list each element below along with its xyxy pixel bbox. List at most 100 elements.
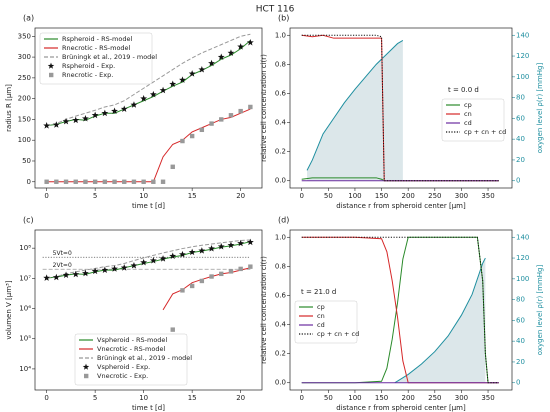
star-point: [188, 70, 196, 77]
line: [46, 40, 251, 127]
square-point: [209, 121, 214, 126]
x-tick-label: 5: [93, 394, 97, 402]
y-tick-label: 150: [18, 115, 31, 123]
axes-frame: [34, 27, 263, 189]
y2-tick-label: 0: [516, 177, 520, 185]
y-tick-label: 0.0: [275, 177, 286, 185]
square-point: [44, 179, 49, 184]
panel: (b)0 50 100 150 200 250 300 3500.00.20.40.60.81…: [260, 14, 544, 211]
square-point: [83, 179, 88, 184]
legend-label: Rspheroid - Exp.: [62, 62, 115, 70]
square-point: [180, 138, 185, 144]
x-tick-label: 15: [188, 394, 197, 402]
square-point: [248, 104, 253, 110]
star-point: [179, 76, 186, 83]
star-point: [52, 273, 60, 281]
legend-label: cp + cn + cd: [317, 330, 359, 338]
legend-label: cn: [464, 110, 472, 118]
y2-tick-label: 80: [516, 296, 525, 304]
line: [46, 33, 251, 127]
star-point: [43, 122, 51, 129]
axes-frame: [289, 229, 513, 391]
x-tick-label: 0: [44, 192, 48, 200]
y-tick-label: 10⁷: [19, 274, 31, 282]
y-tick-label: 10⁴: [19, 365, 31, 373]
x-tick-label: 10: [139, 192, 148, 200]
x-tick-label: 350: [481, 192, 494, 200]
legend-label: cn: [317, 312, 325, 320]
star-point: [227, 49, 235, 56]
y2-tick-label: 80: [516, 94, 525, 102]
y-axis-label: relative cell concentration ci(r): [260, 256, 268, 364]
square-point: [122, 179, 127, 184]
legend-label: Vspheroid - Exp.: [97, 363, 150, 371]
line: [46, 108, 251, 183]
square-point: [189, 133, 195, 139]
x-axis-label: time t [d]: [132, 404, 165, 412]
x-tick-label: 10: [139, 394, 148, 402]
annotation: t = 0.0 d: [448, 86, 479, 94]
square-point: [238, 108, 243, 114]
reference-label: 5Vt=0: [53, 250, 72, 257]
square-point: [209, 274, 214, 279]
line: [306, 40, 404, 171]
x-tick-label: 50: [324, 192, 333, 200]
y2-tick-label: 40: [516, 135, 525, 143]
plot-area: [301, 34, 499, 182]
y2-tick-label: 20: [516, 358, 525, 366]
square-point: [219, 117, 224, 122]
x-tick-label: 5: [93, 192, 97, 200]
x-tick-label: 150: [375, 394, 388, 402]
legend-label: cd: [464, 119, 472, 127]
x-tick-label: 20: [236, 192, 245, 200]
star-point: [188, 248, 196, 256]
panel: (d)0 50 100 150 200 250 300 3500.00.20.40.60.81…: [260, 216, 544, 412]
y-tick-label: 200: [18, 95, 31, 103]
star-point: [101, 109, 109, 117]
star-point: [52, 121, 60, 128]
line: [162, 267, 251, 311]
legend-label: cp: [317, 303, 325, 311]
x-tick-label: 20: [236, 394, 245, 402]
legend-box: [39, 32, 153, 85]
star-point: [159, 255, 167, 262]
star-point: [208, 244, 215, 252]
star-point: [111, 265, 118, 272]
y-axis-label: relative cell concentration ci(r): [260, 54, 268, 162]
star-point: [246, 238, 254, 246]
y2-tick-label: 60: [516, 316, 525, 324]
square-point: [199, 127, 205, 133]
square-point: [199, 278, 205, 284]
y-tick-label: 250: [18, 74, 31, 82]
square-point: [180, 288, 185, 293]
y2-tick-label: 60: [516, 114, 525, 122]
square-point: [141, 179, 146, 184]
square-point: [92, 179, 98, 184]
y2-tick-label: 140: [516, 31, 529, 39]
y2-tick-label: 20: [516, 156, 525, 164]
square-point: [112, 179, 117, 184]
x-tick-label: 0: [299, 192, 303, 200]
star-point: [237, 239, 245, 247]
x-axis-label: distance r from spheroid center [µm]: [336, 404, 466, 412]
square-point: [160, 179, 166, 184]
y-tick-label: 0.2: [275, 148, 286, 156]
y-axis-label: radius R [µm]: [5, 84, 13, 132]
y-tick-label: 0.6: [275, 89, 287, 97]
x-tick-label: 300: [455, 394, 468, 402]
y2-tick-label: 100: [516, 73, 529, 81]
square-point: [189, 283, 195, 289]
legend-label: cd: [317, 321, 325, 329]
y-axis-label: volumen V [µm³]: [5, 280, 13, 339]
legend-box: [441, 98, 505, 142]
x-tick-label: 200: [401, 192, 414, 200]
square-point: [170, 164, 175, 170]
legend-swatch: [84, 373, 89, 379]
star-point: [72, 270, 80, 278]
y-tick-label: 0.4: [275, 321, 287, 329]
area: [394, 258, 486, 383]
square-point: [228, 269, 234, 274]
y-tick-label: 350: [18, 32, 31, 40]
square-point: [170, 327, 175, 332]
